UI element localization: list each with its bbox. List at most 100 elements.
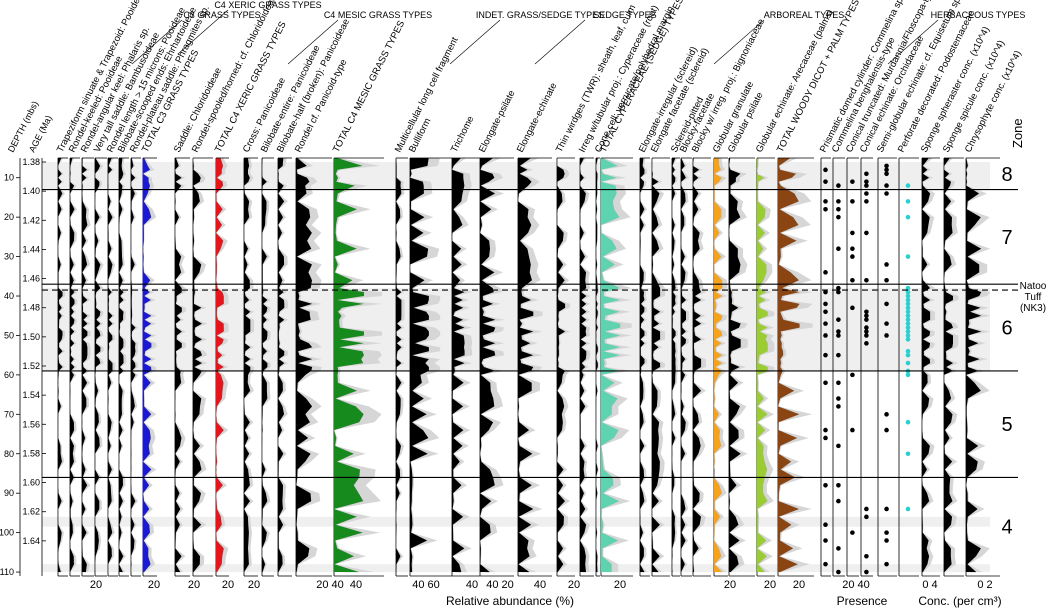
presence-dot bbox=[836, 246, 841, 251]
presence-dot bbox=[905, 309, 911, 315]
abundance-curve bbox=[82, 158, 88, 573]
x-tick-label: 40 bbox=[350, 579, 362, 591]
age-tick-label: 1.40 bbox=[22, 186, 40, 196]
presence-dot bbox=[850, 254, 855, 259]
presence-dot bbox=[905, 352, 911, 358]
presence-dot bbox=[884, 321, 889, 326]
presence-dot bbox=[850, 230, 855, 236]
presence-dot bbox=[884, 301, 889, 307]
abundance-curve bbox=[58, 158, 63, 573]
taxon-column bbox=[600, 157, 633, 577]
taxon-column bbox=[142, 157, 157, 577]
taxon-column bbox=[639, 157, 650, 577]
group-label: SEDGE TYPES bbox=[593, 10, 656, 20]
x-tick-label: 0 2 bbox=[977, 579, 992, 591]
presence-dot bbox=[884, 561, 889, 567]
presence-dot bbox=[836, 443, 841, 449]
depth-tick-label: 110 bbox=[0, 567, 14, 577]
presence-dot bbox=[905, 214, 911, 220]
taxon-column bbox=[595, 157, 600, 577]
presence-dot bbox=[884, 163, 889, 169]
x-tick-label: 20 bbox=[222, 579, 234, 591]
presence-dot bbox=[884, 530, 889, 535]
abundance-curve bbox=[729, 158, 741, 573]
taxon-column bbox=[94, 157, 107, 577]
group-label: INDET. GRASS/SEDGE TYPES bbox=[476, 10, 604, 20]
taxon-column bbox=[777, 157, 814, 577]
presence-dot bbox=[905, 305, 911, 311]
presence-dot bbox=[864, 171, 869, 177]
presence-dot bbox=[905, 301, 911, 307]
depth-tick-label: 40 bbox=[4, 291, 14, 301]
natoo-tuff-label: (NK3) bbox=[1020, 303, 1046, 314]
x-tick-label: 20 40 bbox=[842, 579, 870, 591]
age-tick-label: 1.54 bbox=[22, 390, 40, 400]
x-tick-label: 0 4 bbox=[922, 579, 937, 591]
zone-label: 8 bbox=[1001, 164, 1012, 186]
presence-dot bbox=[836, 569, 841, 575]
x-tick-label: 20 bbox=[614, 579, 626, 591]
natoo-tuff-label: Natoo bbox=[1020, 281, 1047, 292]
abundance-curve bbox=[966, 158, 982, 573]
presence-dot bbox=[823, 380, 828, 386]
presence-dot bbox=[884, 183, 889, 188]
zone-band bbox=[42, 564, 990, 573]
presence-dot bbox=[823, 179, 828, 184]
natoo-tuff-label: Tuff bbox=[1025, 292, 1042, 303]
concentration-label: Conc. (per cm³) bbox=[918, 594, 1001, 608]
presence-dot bbox=[905, 348, 911, 354]
abundance-curve bbox=[518, 158, 534, 573]
abundance-curve bbox=[95, 158, 101, 573]
depth-tick-label: 50 bbox=[4, 330, 14, 340]
age-tick-label: 1.48 bbox=[22, 303, 40, 313]
taxon-column bbox=[409, 157, 452, 577]
zone-label: 6 bbox=[1001, 318, 1012, 340]
group-leader-line bbox=[449, 19, 501, 65]
abundance-curve bbox=[108, 158, 113, 573]
presence-dot bbox=[836, 352, 841, 358]
abundance-curve bbox=[193, 158, 202, 573]
group-leader-line bbox=[287, 19, 339, 65]
presence-dot bbox=[836, 329, 841, 334]
group-label: HERBACEOUS TYPES bbox=[931, 10, 1026, 20]
x-tick-label: 40 bbox=[534, 579, 546, 591]
zone-label: 7 bbox=[1001, 227, 1012, 249]
presence-dot bbox=[864, 569, 869, 575]
abundance-curve bbox=[70, 158, 75, 573]
taxon-column bbox=[756, 157, 775, 577]
x-tick-label: 20 40 bbox=[316, 579, 344, 591]
abundance-curve bbox=[922, 158, 931, 573]
x-tick-label: 40 60 bbox=[412, 579, 440, 591]
presence-dot bbox=[864, 553, 869, 559]
x-tick-label: 20 bbox=[90, 579, 102, 591]
presence-dot bbox=[823, 301, 828, 307]
taxon-column bbox=[118, 157, 129, 577]
presence-dot bbox=[823, 270, 828, 275]
presence-dot bbox=[823, 427, 828, 433]
presence-dot bbox=[884, 191, 889, 196]
abundance-curve bbox=[410, 158, 429, 573]
taxon-column bbox=[69, 157, 80, 577]
presence-dot bbox=[836, 214, 841, 220]
presence-dot bbox=[905, 506, 911, 512]
presence-dot bbox=[884, 171, 889, 177]
presence-dot bbox=[850, 530, 855, 535]
presence-dot bbox=[823, 199, 828, 204]
presence-dot bbox=[836, 317, 841, 322]
presence-dot bbox=[823, 309, 828, 315]
abundance-curve bbox=[480, 158, 496, 573]
taxon-header: Multicellular long cell fragment bbox=[393, 35, 461, 154]
taxon-column bbox=[261, 157, 274, 577]
abundance-curve bbox=[640, 158, 645, 573]
presence-dot bbox=[823, 167, 828, 173]
taxon-column bbox=[651, 157, 670, 577]
presence-dot bbox=[905, 313, 911, 319]
presence-dot bbox=[823, 483, 828, 488]
depth-tick-label: 10 bbox=[4, 173, 14, 183]
presence-dot bbox=[884, 262, 889, 267]
relative-abundance-label: Relative abundance (%) bbox=[446, 594, 574, 608]
taxon-column bbox=[965, 157, 1000, 577]
presence-dot bbox=[884, 167, 889, 173]
presence-dot bbox=[850, 427, 855, 433]
